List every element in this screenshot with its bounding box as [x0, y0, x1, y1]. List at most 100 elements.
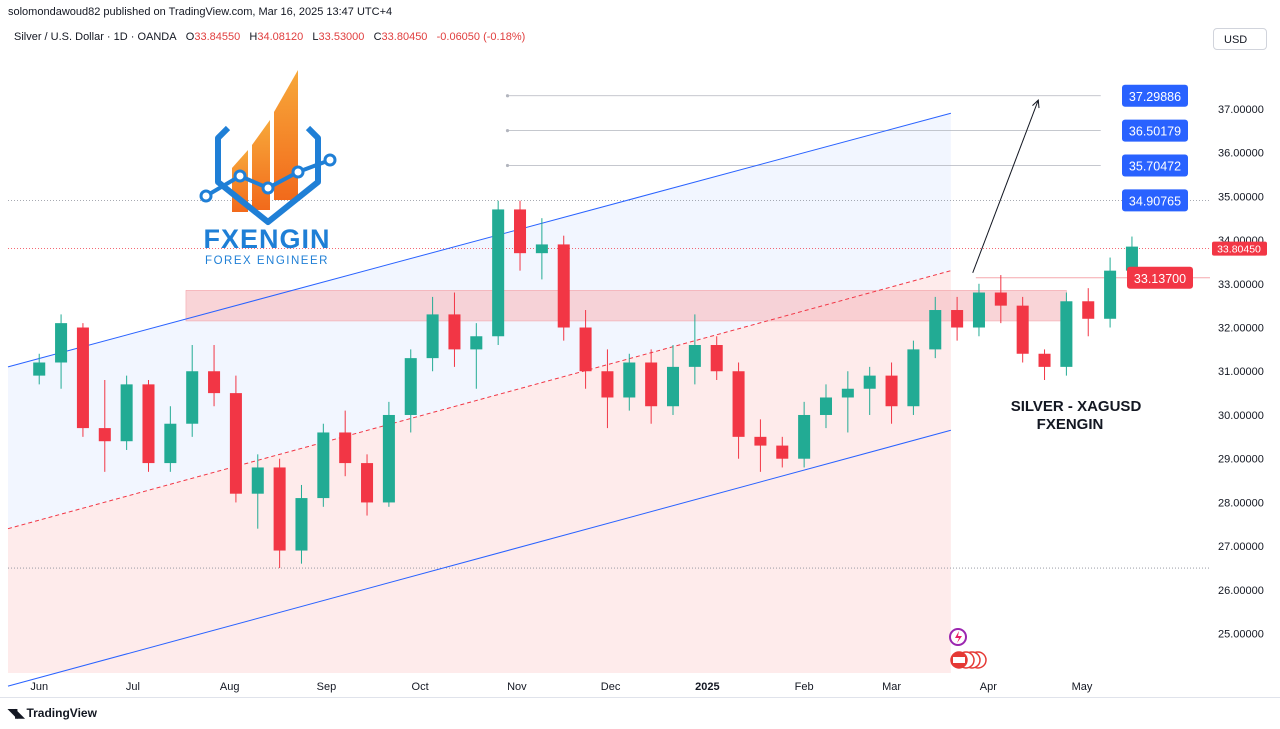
time-axis[interactable]: Jun Jul Aug Sep Oct Nov Dec 2025 Feb Mar Apr May — [30, 681, 1093, 693]
price-channel — [7, 112, 951, 687]
candle-body — [885, 375, 898, 407]
symbol-legend: Silver / U.S. Dollar · 1D · OANDA O33.84… — [14, 31, 525, 43]
currency-button[interactable]: USD — [1213, 28, 1267, 50]
candle-body — [666, 366, 680, 407]
candle-body — [229, 393, 242, 494]
fxengin-logo: FXENGIN FOREX ENGINEER — [199, 70, 337, 267]
marked-level-label: 33.13700 — [1134, 272, 1186, 286]
candle-body — [448, 314, 461, 350]
x-tick-label: Jul — [126, 681, 140, 693]
y-tick-label: 26.00000 — [1218, 585, 1264, 597]
x-tick-label: Feb — [795, 681, 814, 693]
marked-level-label-box — [1127, 266, 1193, 289]
candle-body — [120, 384, 133, 442]
candle-body — [361, 463, 374, 503]
symbol-name: Silver / U.S. Dollar · 1D · OANDA — [14, 31, 177, 43]
candle-body — [1104, 270, 1117, 319]
target-price-label: 37.29886 — [1129, 90, 1181, 104]
y-tick-label: 29.00000 — [1218, 454, 1264, 466]
projection-arrow-line — [972, 99, 1039, 274]
y-tick-label: 28.00000 — [1218, 497, 1264, 509]
logo-node — [199, 189, 213, 203]
candle-body — [710, 345, 723, 372]
y-tick-label: 25.00000 — [1218, 629, 1264, 641]
candle-body — [1082, 301, 1095, 319]
low-value: 33.53000 — [318, 31, 365, 43]
current-price-label: 33.80450 — [1217, 244, 1261, 256]
logo-tagline: FOREX ENGINEER — [205, 255, 329, 267]
x-tick-label: Dec — [601, 681, 621, 693]
logo-node — [261, 181, 275, 195]
channel-lower-line — [7, 429, 951, 687]
candle-body — [164, 423, 177, 464]
open-label: O — [185, 31, 195, 43]
tradingview-brand-label: TradingView — [26, 706, 97, 720]
logo-bar — [274, 70, 298, 200]
candle-body — [339, 432, 352, 464]
candle-body — [601, 371, 614, 398]
candle-body — [623, 362, 636, 398]
price-axis[interactable]: 37.0000036.0000035.0000034.0000033.00000… — [1218, 104, 1264, 641]
target-level-anchor — [505, 129, 510, 133]
candle-body — [972, 292, 985, 328]
candle-body — [754, 436, 767, 446]
candles — [33, 200, 1138, 569]
target-price-label: 35.70472 — [1129, 159, 1181, 173]
low-label: L — [312, 31, 319, 43]
tradingview-logo-icon: ◥◣ — [8, 706, 25, 720]
candle-body — [535, 244, 548, 254]
chart-annotation-line2: FXENGIN — [1037, 416, 1104, 433]
published-by-line: solomondawoud82 published on TradingView… — [8, 6, 393, 18]
channel-mid-line — [7, 270, 951, 530]
target-price-label-box — [1122, 189, 1188, 212]
candle-body — [994, 292, 1007, 306]
candle-body — [688, 345, 701, 367]
candle-body — [208, 371, 221, 394]
high-value: 34.08120 — [257, 31, 304, 43]
candle-body — [273, 467, 286, 551]
candle-body — [317, 432, 330, 499]
target-price-label: 34.90765 — [1129, 194, 1181, 208]
close-value: 33.80450 — [381, 31, 428, 43]
x-tick-label: Nov — [507, 681, 527, 693]
candle-body — [579, 327, 592, 372]
events-icons[interactable] — [949, 628, 987, 669]
candle-body — [863, 375, 876, 389]
candle-body — [251, 467, 264, 494]
candle-body — [1060, 301, 1073, 367]
y-tick-label: 30.00000 — [1218, 410, 1264, 422]
tradingview-brand[interactable]: ◥◣ TradingView — [8, 706, 97, 720]
candle-body — [645, 362, 658, 407]
y-tick-label: 32.00000 — [1218, 323, 1264, 335]
candle-body — [404, 358, 417, 415]
candle-body — [33, 362, 46, 376]
candle-body — [98, 428, 111, 442]
high-label: H — [249, 31, 258, 43]
change-value: -0.06050 (-0.18%) — [436, 31, 526, 43]
projection-arrow-head — [1032, 99, 1040, 109]
logo-bar — [252, 120, 270, 210]
candle-body — [382, 414, 395, 503]
projection-arrow — [972, 99, 1040, 274]
target-price-label: 36.50179 — [1129, 125, 1181, 139]
x-tick-label: Jun — [30, 681, 48, 693]
x-tick-label: May — [1072, 681, 1093, 693]
channel-upper-line — [7, 112, 951, 368]
candle-body — [514, 209, 527, 254]
candle-body — [186, 371, 199, 424]
candle-body — [732, 371, 745, 437]
candle-body — [76, 327, 89, 429]
candle-body — [1016, 305, 1029, 354]
support-zone-rect — [185, 290, 1067, 322]
y-tick-label: 35.00000 — [1218, 191, 1264, 203]
target-level-anchor — [505, 163, 510, 168]
x-tick-label: 2025 — [695, 681, 719, 693]
logo-shield — [215, 125, 321, 225]
x-tick-label: Aug — [220, 681, 240, 693]
x-tick-label: Apr — [980, 681, 997, 693]
candle-body — [492, 209, 505, 337]
candle-body — [426, 314, 439, 359]
candle-body — [55, 323, 68, 363]
footer-divider — [0, 697, 1280, 698]
